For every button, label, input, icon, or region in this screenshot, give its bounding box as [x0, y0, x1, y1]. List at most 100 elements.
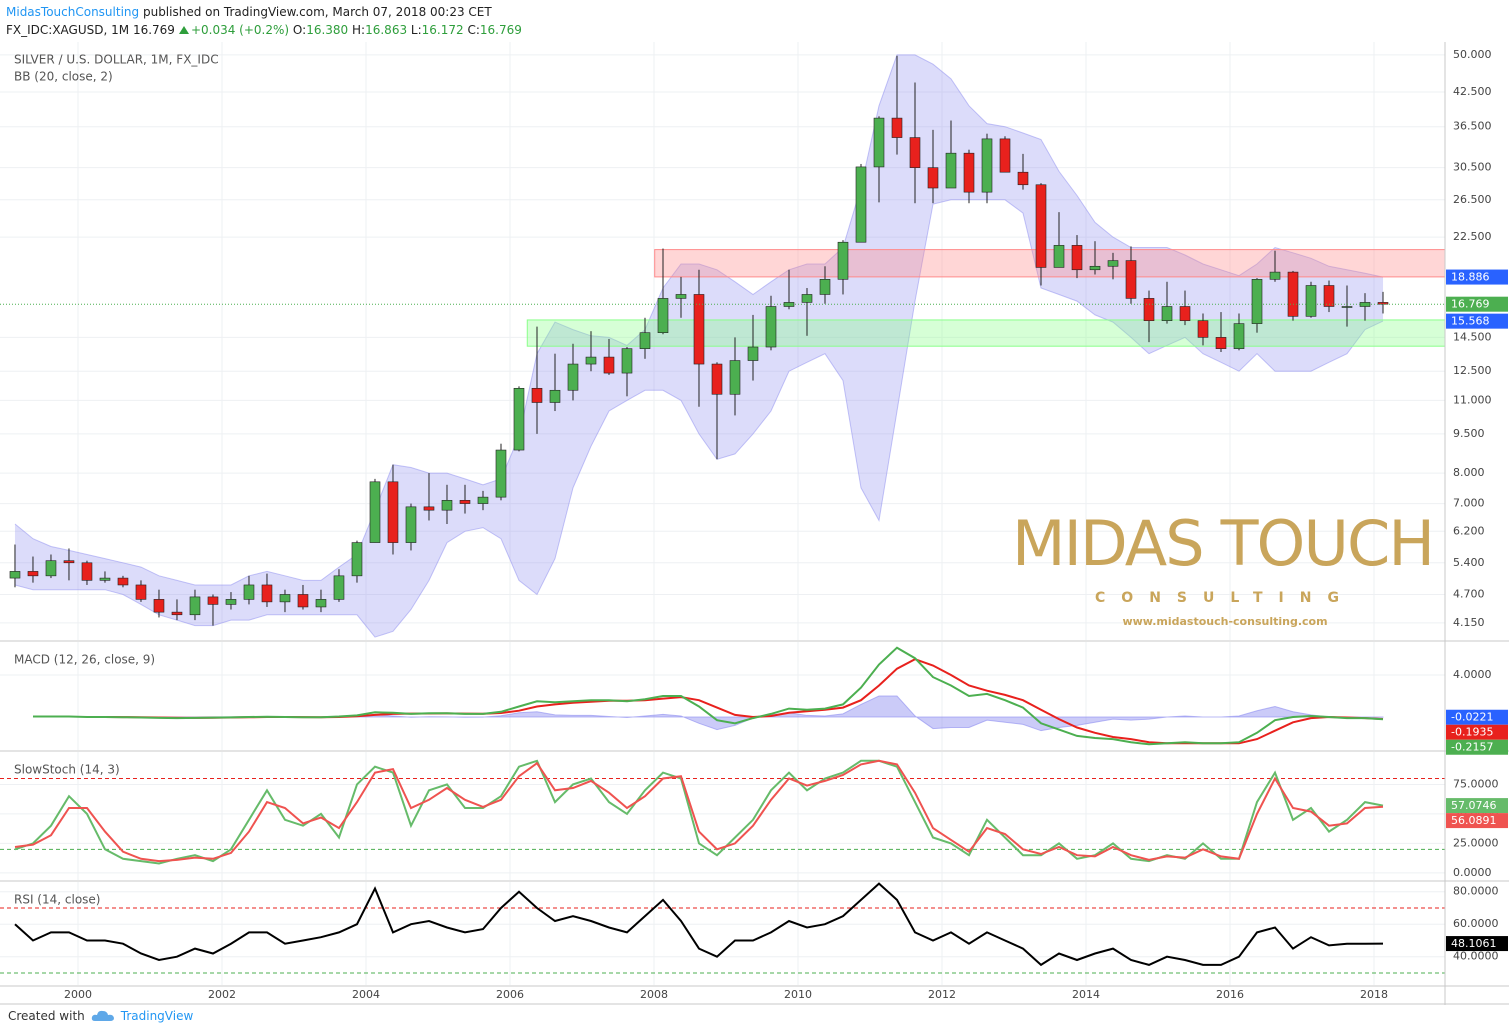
bollinger-lower: [14, 199, 1384, 638]
candle-body: [729, 360, 741, 395]
tradingview-logo[interactable]: [91, 1009, 115, 1023]
header-line: FX_IDC:XAGUSD, 1M 16.769 +0.034 (+0.2%) O…: [6, 21, 522, 39]
candle-body: [261, 584, 273, 603]
footer: Created with TradingView: [8, 1009, 193, 1023]
chart: MIDAS TOUCH CONSULTING www.midastouch-co…: [0, 42, 1509, 1005]
ohlc-key: H:: [352, 23, 366, 37]
watermark-url: www.midastouch-consulting.com: [1122, 615, 1327, 628]
panel-title: SILVER / U.S. DOLLAR, 1M, FX_IDC: [14, 53, 219, 67]
x-tick-label: 2008: [640, 988, 668, 1001]
candle-body: [855, 166, 867, 243]
candle-body: [1251, 279, 1263, 324]
last-value-tag: [1446, 313, 1508, 329]
ohlc-value: 16.380: [306, 23, 349, 37]
y-tick-label: 30.500: [1453, 161, 1492, 174]
last-value-label: 18.886: [1451, 271, 1490, 284]
last-value-tag: [1446, 709, 1508, 725]
candle-body: [1161, 306, 1173, 321]
candle-body: [171, 611, 183, 616]
candle-body: [675, 294, 687, 299]
candle-body: [1125, 260, 1137, 299]
candle-body: [1305, 285, 1317, 317]
y-tick-label: 22.500: [1453, 230, 1492, 243]
candle-body: [1107, 260, 1119, 267]
candle-body: [495, 449, 507, 498]
candle-body: [423, 506, 435, 511]
candle-body: [297, 594, 309, 608]
candle-body: [1089, 265, 1101, 271]
candle-body: [657, 298, 669, 333]
last-value-tag: [1446, 936, 1508, 952]
last-value-label: -0.1935: [1451, 726, 1493, 739]
candle-body: [1341, 306, 1353, 308]
watermark-tagline: CONSULTING: [1095, 590, 1355, 606]
y-tick-label: 8.000: [1453, 466, 1485, 479]
candle-body: [351, 542, 363, 577]
candle-body: [1071, 245, 1083, 271]
candle-body: [1269, 271, 1281, 280]
candle-body: [477, 496, 489, 504]
candle-body: [999, 138, 1011, 173]
candle-body: [1215, 337, 1227, 349]
zone: [526, 319, 1446, 347]
candle-body: [279, 594, 291, 603]
bollinger-upper: [14, 54, 1384, 586]
candle-body: [225, 599, 237, 605]
x-tick-label: 2018: [1360, 988, 1388, 1001]
y-tick-label: 4.0000: [1453, 668, 1492, 681]
last-value-tag: [1446, 296, 1508, 312]
ohlc-key: L:: [410, 23, 422, 37]
y-tick-label: 7.000: [1453, 497, 1485, 510]
candle-body: [873, 117, 885, 168]
candle-body: [117, 577, 129, 586]
watermark-brand: MIDAS TOUCH: [1012, 507, 1435, 580]
published: published on TradingView.com, March 07, …: [142, 5, 492, 19]
candle-body: [99, 577, 111, 581]
panel-title: SlowStoch (14, 3): [14, 763, 120, 777]
candle-body: [765, 306, 777, 348]
candle-body: [243, 584, 255, 600]
candle-body: [513, 387, 525, 451]
author[interactable]: MidasTouchConsulting: [6, 5, 140, 19]
candle-body: [153, 599, 165, 613]
last-value-label: -0.0221: [1451, 711, 1493, 724]
series-line: [14, 759, 1384, 863]
candle-body: [1035, 184, 1047, 268]
footer-brand[interactable]: TradingView: [120, 1009, 194, 1023]
panel-title: MACD (12, 26, close, 9): [14, 653, 155, 667]
y-tick-label: 75.0000: [1453, 777, 1499, 790]
y-tick-label: 4.700: [1453, 587, 1485, 600]
ohlc-value: 16.769: [479, 23, 522, 37]
series-line: [33, 646, 1384, 746]
last-value-label: 15.568: [1451, 315, 1490, 328]
candle-body: [531, 387, 543, 403]
ohlc-value: 16.863: [365, 23, 408, 37]
last-value-tag: [1446, 798, 1508, 814]
y-tick-label: 40.0000: [1453, 950, 1499, 963]
candle-body: [819, 279, 831, 295]
candle-body: [1197, 320, 1209, 338]
candle-body: [27, 571, 39, 577]
y-tick-label: 80.0000: [1453, 885, 1499, 898]
zone: [654, 249, 1446, 278]
y-tick-label: 36.500: [1453, 120, 1492, 133]
candle-body: [81, 562, 93, 581]
candle-body: [1233, 323, 1245, 349]
last-value-tag: [1446, 724, 1508, 740]
x-tick-label: 2000: [64, 988, 92, 1001]
candle-body: [405, 506, 417, 543]
candle-body: [621, 348, 633, 374]
y-tick-label: 26.500: [1453, 193, 1492, 206]
header: MidasTouchConsulting published on Tradin…: [6, 3, 522, 39]
candle-body: [693, 294, 705, 365]
candle-body: [567, 363, 579, 391]
candle-body: [63, 560, 75, 564]
x-tick-label: 2010: [784, 988, 812, 1001]
y-tick-label: 60.0000: [1453, 917, 1499, 930]
candle-body: [135, 584, 147, 600]
panel-title: RSI (14, close): [14, 893, 100, 907]
x-tick-label: 2006: [496, 988, 524, 1001]
y-tick-label: 50.000: [1453, 48, 1492, 61]
footer-text: Created with: [8, 1009, 85, 1023]
